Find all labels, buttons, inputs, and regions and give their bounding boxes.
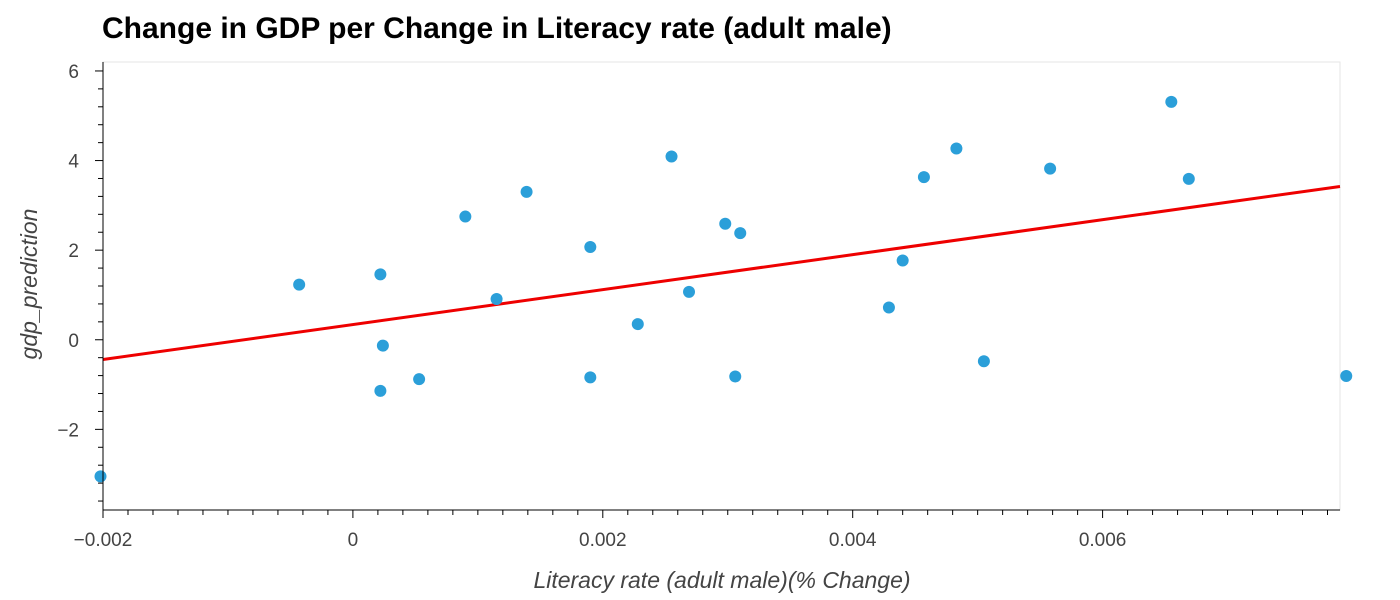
data-point xyxy=(413,373,426,386)
data-point xyxy=(94,470,107,483)
data-point xyxy=(631,318,644,331)
data-point xyxy=(950,142,963,155)
y-axis: −2 0 2 4 6 xyxy=(57,62,104,510)
data-point xyxy=(293,278,306,291)
chart-title: Change in GDP per Change in Literacy rat… xyxy=(102,12,892,45)
y-axis-label: gdp_prediction xyxy=(16,209,42,360)
y-tick-label: 2 xyxy=(68,241,79,262)
regression-line xyxy=(102,185,1341,361)
x-tick-label: −0.002 xyxy=(74,530,133,551)
plot-frame xyxy=(102,61,1341,511)
data-point xyxy=(374,268,387,281)
x-tick-label: 0.002 xyxy=(579,530,627,551)
data-point xyxy=(584,241,597,254)
regression-line-group xyxy=(102,185,1341,361)
data-point xyxy=(584,371,597,384)
y-tick-label: 0 xyxy=(68,331,79,352)
data-point xyxy=(490,292,503,305)
data-point xyxy=(896,254,909,267)
y-tick-label: 6 xyxy=(68,62,79,83)
plot-border xyxy=(102,61,1341,511)
data-point xyxy=(683,285,696,298)
data-point xyxy=(729,370,742,383)
data-point xyxy=(734,227,747,240)
y-tick-label: 4 xyxy=(68,152,79,173)
x-axis: −0.002 0 0.002 0.004 0.006 xyxy=(74,509,1340,551)
data-point xyxy=(1044,162,1057,175)
data-point xyxy=(1182,172,1195,185)
x-tick-label: 0.006 xyxy=(1079,530,1127,551)
x-axis-label: Literacy rate (adult male)(% Change) xyxy=(533,567,910,593)
data-point xyxy=(459,210,472,223)
data-points xyxy=(94,95,1353,483)
data-point xyxy=(977,355,990,368)
data-point xyxy=(1340,370,1353,383)
data-point xyxy=(719,217,732,230)
x-tick-label: 0 xyxy=(348,530,359,551)
data-point xyxy=(520,185,533,198)
data-point xyxy=(917,171,930,184)
y-tick-label: −2 xyxy=(57,420,79,441)
data-point xyxy=(374,384,387,397)
data-point xyxy=(665,150,678,163)
data-point xyxy=(1165,95,1178,108)
data-point xyxy=(376,339,389,352)
data-point xyxy=(882,301,895,314)
x-tick-label: 0.004 xyxy=(829,530,877,551)
